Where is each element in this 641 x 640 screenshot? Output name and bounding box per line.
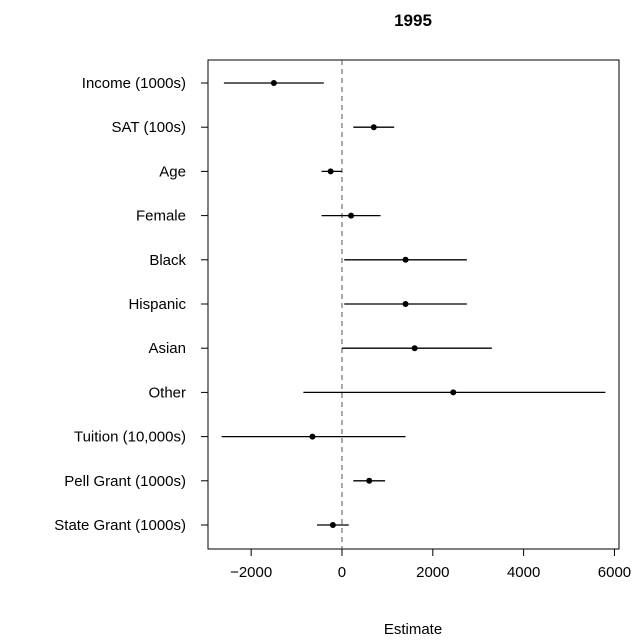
y-tick-label: Tuition (10,000s) (74, 429, 186, 446)
y-tick-label: Pell Grant (1000s) (64, 473, 186, 490)
y-tick-label: State Grant (1000s) (54, 517, 186, 534)
y-tick-label: Hispanic (128, 296, 186, 313)
x-axis-label: Estimate (384, 621, 442, 638)
x-axis: −2000 0 2000 4000 6000 (230, 549, 631, 581)
x-tick-label: 6000 (598, 564, 631, 581)
estimate-point (329, 522, 336, 528)
estimate-point (402, 256, 409, 263)
estimate-point (309, 433, 316, 440)
estimate-point (270, 80, 277, 86)
y-tick-label: Black (149, 252, 186, 269)
y-tick-label: Age (159, 163, 186, 180)
y-tick-label: Income (1000s) (82, 75, 186, 92)
estimate-point (402, 301, 409, 307)
x-tick-label: 2000 (416, 564, 449, 581)
marks-layer (221, 80, 606, 528)
x-tick-label: 4000 (507, 564, 540, 581)
y-tick-label: Female (136, 208, 186, 225)
estimate-point (450, 389, 457, 396)
estimate-point (348, 212, 355, 219)
chart-title: 1995 (394, 11, 432, 30)
x-tick-label: 0 (338, 564, 346, 581)
y-tick-label: Asian (148, 340, 186, 357)
x-tick-label: −2000 (230, 564, 272, 581)
y-tick-label: Other (148, 384, 186, 401)
estimate-point (366, 477, 373, 484)
estimate-point (411, 345, 418, 352)
estimate-point (327, 168, 334, 175)
estimate-point (370, 124, 377, 131)
y-axis: Income (1000s) SAT (100s) Age Female Black Hi… (54, 75, 208, 534)
y-tick-label: SAT (100s) (112, 119, 186, 136)
